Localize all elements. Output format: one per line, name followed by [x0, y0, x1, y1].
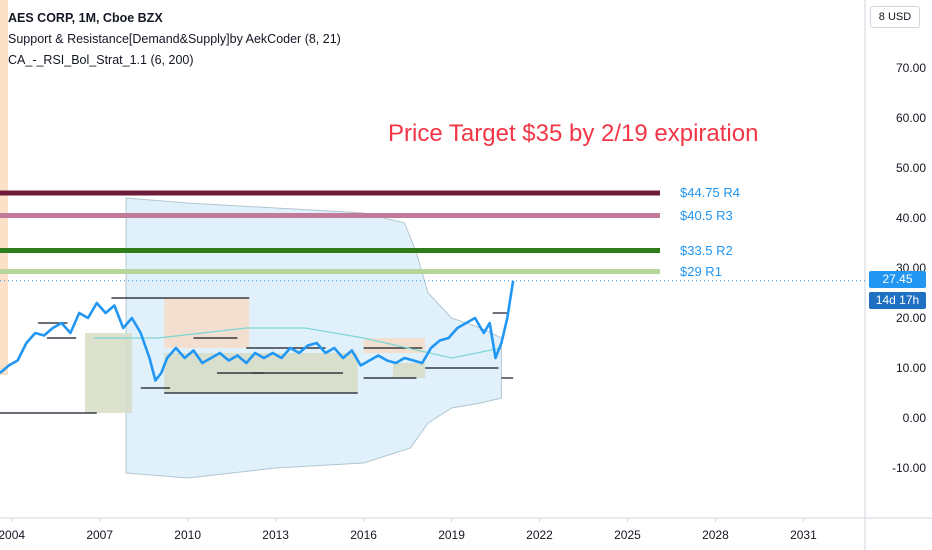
price-tick-label: 60.00	[895, 111, 926, 125]
chart-legend: AES CORP, 1M, Cboe BZX Support & Resista…	[8, 8, 341, 71]
time-tick-label: 2004	[0, 528, 26, 542]
time-tick-label: 2007	[86, 528, 114, 542]
rsi-signal-strip	[0, 0, 8, 375]
price-tick-label: 50.00	[895, 161, 926, 175]
bar-countdown-tag: 14d 17h	[869, 292, 926, 309]
price-tick-label: 40.00	[895, 211, 926, 225]
price-target-annotation: Price Target $35 by 2/19 expiration	[388, 120, 759, 147]
price-tick-label: 0.00	[902, 411, 926, 425]
resistance-label-4: $29 R1	[680, 263, 722, 279]
time-tick-label: 2016	[350, 528, 377, 542]
time-tick-label: 2031	[790, 528, 817, 542]
supply-zone	[164, 298, 250, 348]
time-tick-label: 2028	[702, 528, 729, 542]
time-tick-label: 2010	[174, 528, 202, 542]
price-tick-label: -10.00	[891, 461, 926, 475]
resistance-label-1: $44.75 R4	[680, 185, 740, 200]
demand-zone	[85, 333, 132, 413]
time-tick-label: 2019	[438, 528, 465, 542]
currency-unit-label[interactable]: 8 USD	[870, 6, 920, 28]
demand-zone	[392, 363, 426, 378]
legend-indicator-rsi[interactable]: CA_-_RSI_Bol_Strat_1.1 (6, 200)	[8, 53, 194, 67]
price-tick-label: 20.00	[895, 311, 926, 325]
current-price-tag: 27.45	[869, 271, 926, 288]
resistance-label-3: $33.5 R2	[680, 242, 733, 258]
time-tick-label: 2025	[614, 528, 641, 542]
legend-symbol[interactable]: AES CORP, 1M, Cboe BZX	[8, 11, 163, 25]
legend-indicator-sr[interactable]: Support & Resistance[Demand&Supply]by Ae…	[8, 32, 341, 46]
price-series-line	[0, 280, 515, 382]
resistance-label-2: $40.5 R3	[680, 207, 733, 223]
band-basis-line	[93, 327, 502, 359]
price-tick-label: 70.00	[895, 61, 926, 75]
time-tick-label: 2022	[526, 528, 553, 542]
time-tick-label: 2013	[262, 528, 289, 542]
price-tick-label: 10.00	[895, 361, 926, 375]
